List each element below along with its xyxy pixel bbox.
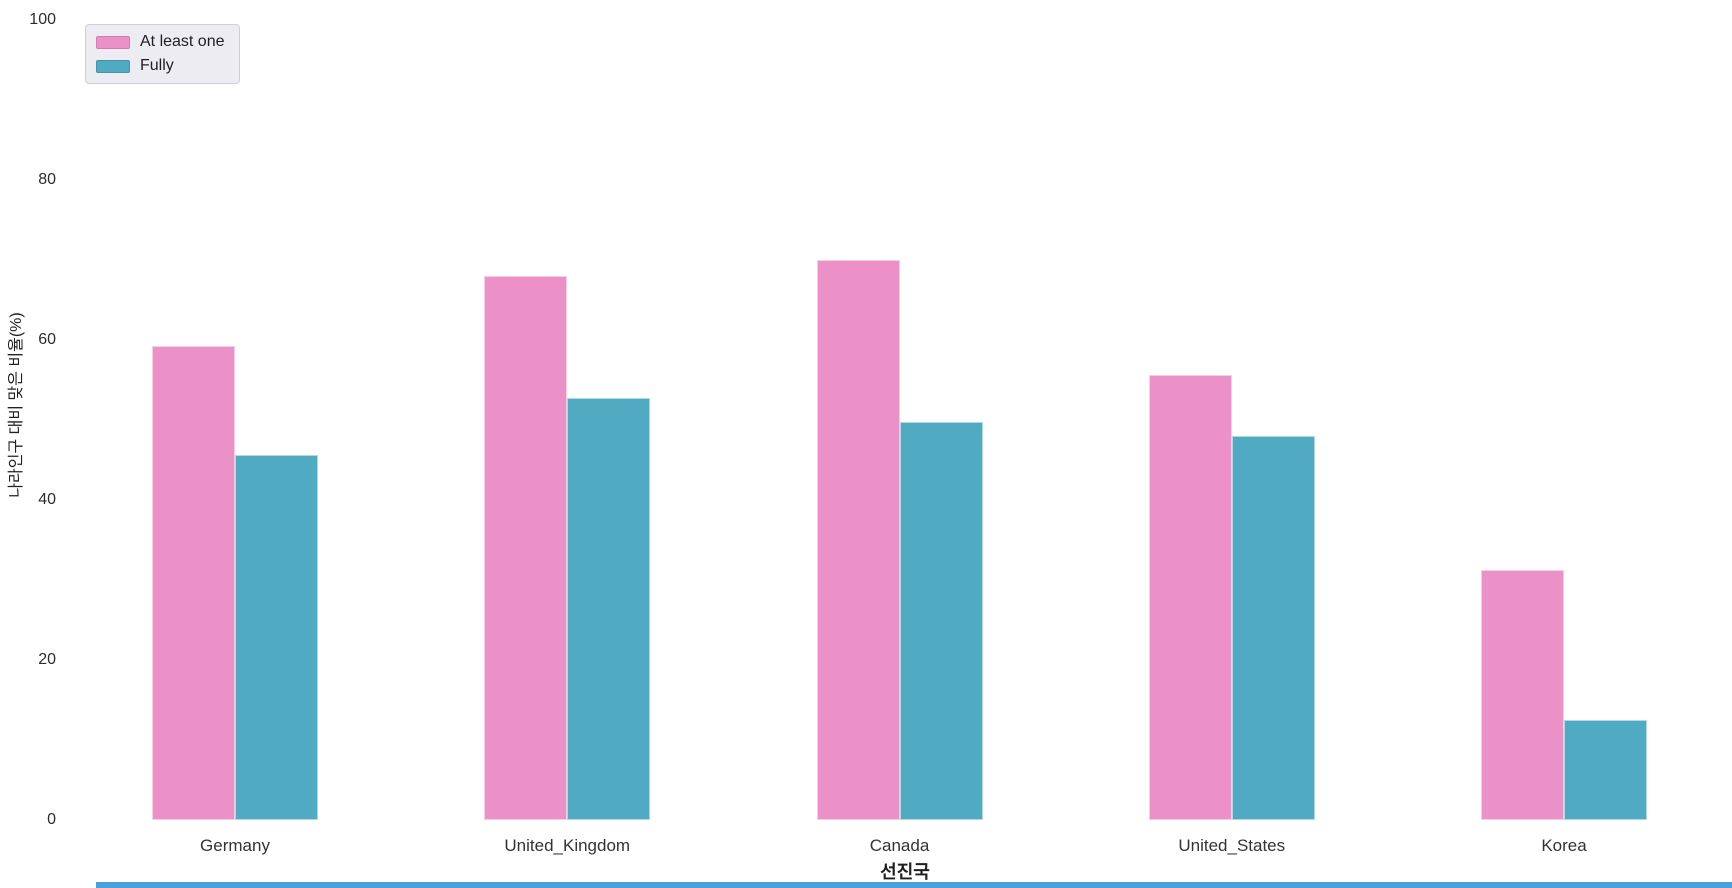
bar-united_kingdom-fully <box>567 398 651 820</box>
y-tick-label: 80 <box>38 171 56 188</box>
bar-germany-fully <box>235 455 318 820</box>
x-tick-label: Canada <box>869 836 930 855</box>
legend-label: Fully <box>140 57 174 74</box>
y-tick-label: 60 <box>38 331 56 348</box>
y-tick-label: 100 <box>29 11 56 28</box>
legend-swatch-icon <box>96 59 130 73</box>
bar-canada-fully <box>899 422 983 820</box>
legend-entry: Fully <box>96 57 225 75</box>
bar-korea-fully <box>1564 720 1647 820</box>
bar-korea-at-least-one <box>1481 570 1564 820</box>
bar-united_states-at-least-one <box>1148 375 1232 820</box>
legend-swatch-icon <box>96 35 130 49</box>
legend-entry: At least one <box>96 33 225 51</box>
bar-canada-at-least-one <box>816 260 900 820</box>
x-tick-label: United_States <box>1178 836 1286 855</box>
bar-united_states-fully <box>1231 436 1315 820</box>
y-tick-label: 0 <box>47 811 56 828</box>
y-tick-label: 40 <box>38 491 56 508</box>
x-tick-label: United_Kingdom <box>504 836 631 855</box>
y-tick-label: 20 <box>38 651 56 668</box>
legend: At least one Fully <box>85 24 240 84</box>
bar-united_kingdom-at-least-one <box>484 276 568 820</box>
x-tick-label: Korea <box>1541 836 1587 855</box>
bar-germany-at-least-one <box>152 346 235 820</box>
x-tick-label: Germany <box>200 836 270 855</box>
x-axis-label: 선진국 <box>880 862 930 882</box>
legend-label: At least one <box>140 33 225 50</box>
bottom-edge-strip <box>96 882 1732 888</box>
